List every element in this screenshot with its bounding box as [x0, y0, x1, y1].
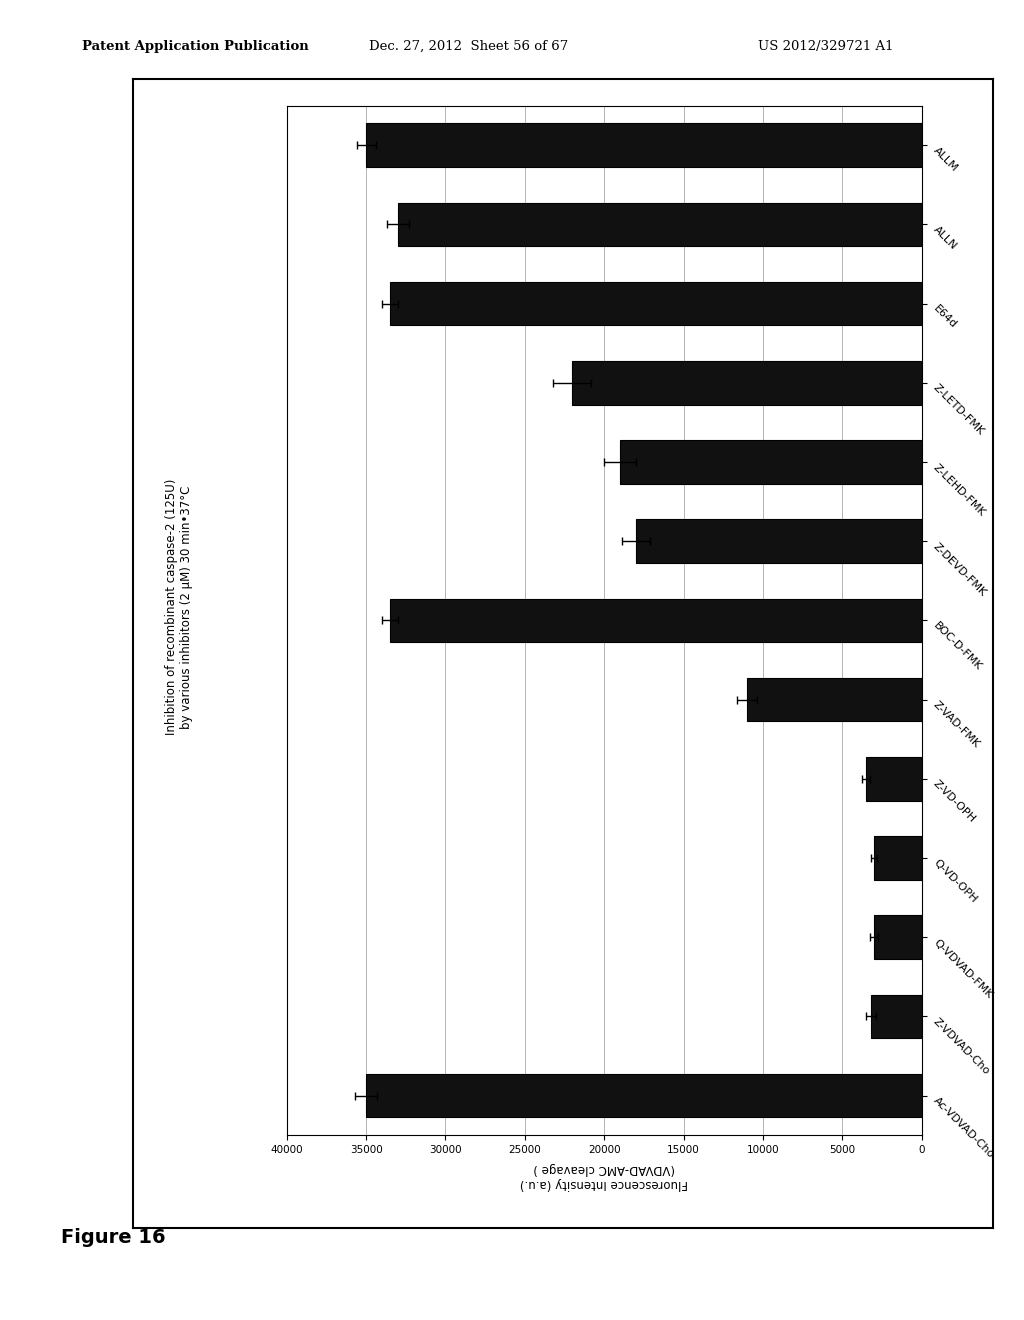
Text: US 2012/329721 A1: US 2012/329721 A1 [758, 40, 893, 53]
Text: Inhibition of recombinant caspase-2 (125U)
by various inhibitors (2 μM) 30 min•3: Inhibition of recombinant caspase-2 (125… [165, 479, 194, 735]
Bar [620, 440, 922, 483]
Bar [870, 995, 922, 1038]
Text: Dec. 27, 2012  Sheet 56 of 67: Dec. 27, 2012 Sheet 56 of 67 [369, 40, 568, 53]
X-axis label: Fluorescence Intensity (a.u.)
(VDVAD-AMC cleavage ): Fluorescence Intensity (a.u.) (VDVAD-AMC… [520, 1162, 688, 1189]
Text: Patent Application Publication: Patent Application Publication [82, 40, 308, 53]
Bar [874, 915, 922, 958]
Bar [367, 1074, 922, 1117]
Bar [397, 202, 922, 246]
Bar [866, 756, 922, 800]
Bar [390, 281, 922, 325]
Text: Figure 16: Figure 16 [61, 1229, 166, 1247]
Bar [636, 519, 922, 562]
Bar [572, 360, 922, 404]
Bar [390, 598, 922, 642]
Bar [367, 123, 922, 166]
Bar [748, 678, 922, 721]
Bar [874, 837, 922, 879]
